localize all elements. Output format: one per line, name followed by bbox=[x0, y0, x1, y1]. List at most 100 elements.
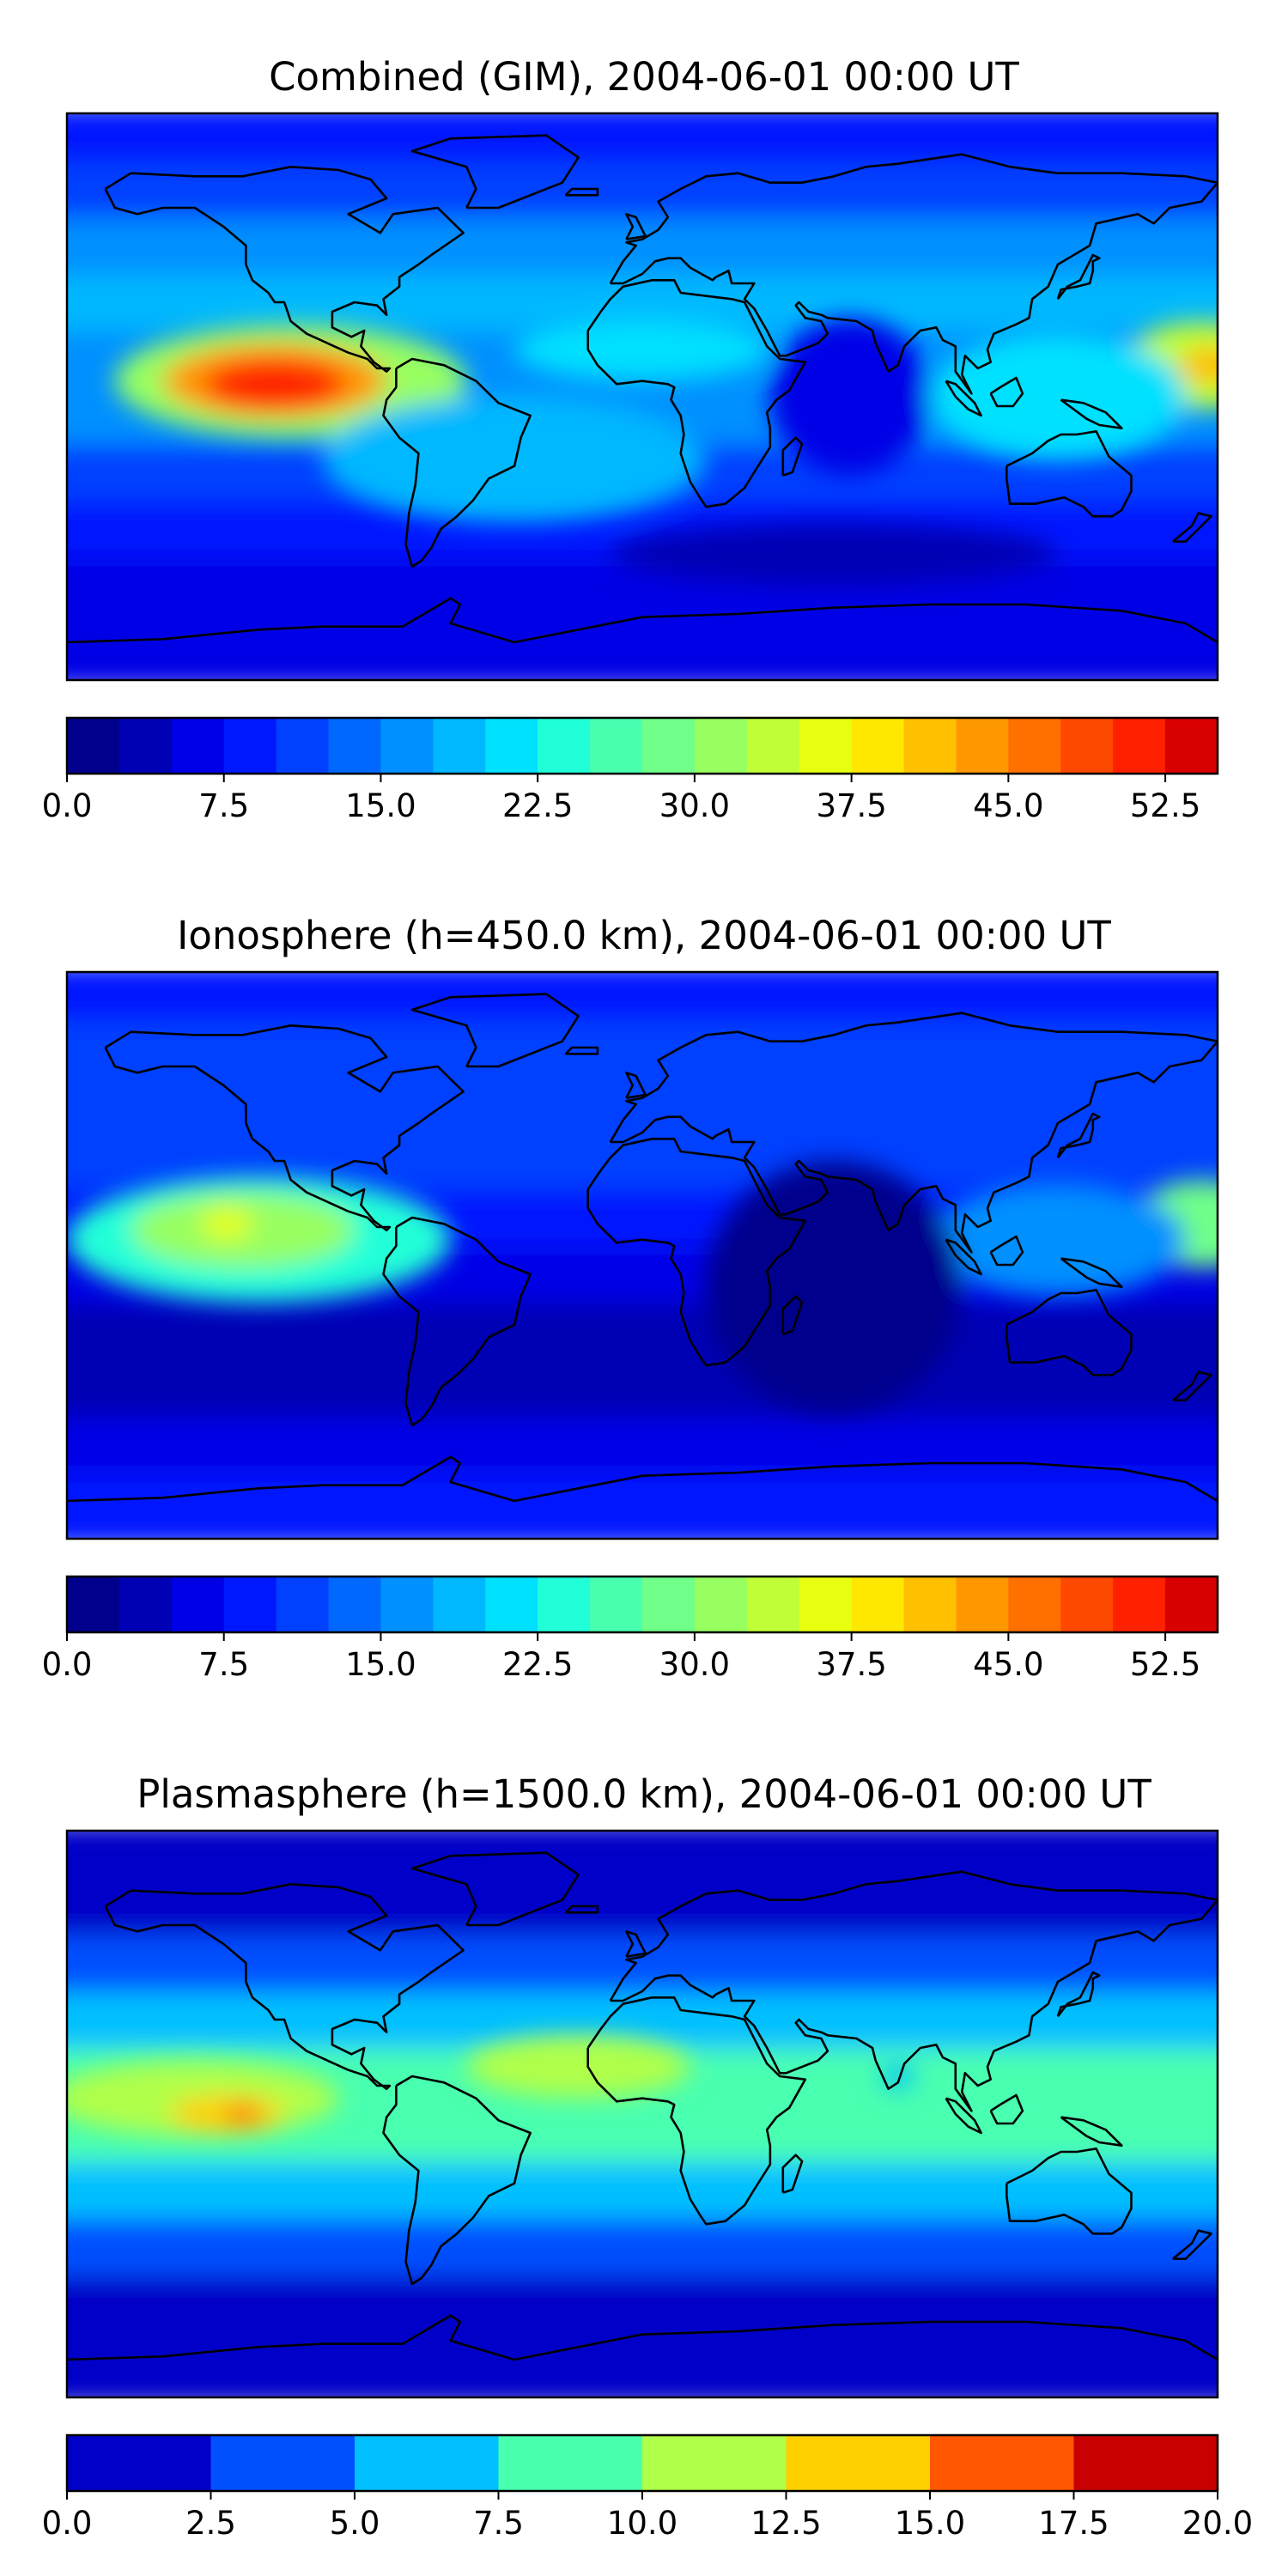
field-contour bbox=[706, 1161, 963, 1413]
field-contour bbox=[769, 318, 930, 476]
colorbar-swatch bbox=[642, 2435, 787, 2491]
colorbar-tick-label: 30.0 bbox=[659, 1646, 730, 1683]
colorbar-swatch bbox=[433, 1577, 486, 1632]
coastline bbox=[781, 1295, 804, 1335]
coastline bbox=[1005, 1289, 1133, 1376]
map-area bbox=[67, 113, 1218, 680]
coastline bbox=[989, 2093, 1024, 2125]
colorbar-swatch bbox=[746, 718, 800, 774]
colorbar-swatch bbox=[380, 718, 434, 774]
colorbar-swatch bbox=[642, 718, 696, 774]
coastline bbox=[1056, 1112, 1101, 1159]
coastline bbox=[67, 1455, 1218, 1503]
colorbar-swatch bbox=[1008, 1577, 1061, 1632]
coastline bbox=[67, 597, 1218, 644]
colorbar-swatch bbox=[746, 1577, 800, 1632]
map-frame bbox=[65, 1829, 1219, 2399]
colorbar-swatch bbox=[930, 2435, 1074, 2491]
coastline bbox=[410, 993, 580, 1068]
coastline bbox=[382, 1216, 532, 1427]
colorbar-swatch bbox=[1113, 718, 1166, 774]
field-contour bbox=[930, 1182, 1186, 1297]
colorbar-tick-label: 0.0 bbox=[42, 1646, 93, 1683]
colorbar-swatch bbox=[1113, 1577, 1166, 1632]
field-contour bbox=[514, 318, 770, 381]
coastline bbox=[1060, 398, 1123, 429]
colorbar-swatch bbox=[67, 2435, 211, 2491]
coastline bbox=[564, 1905, 599, 1914]
coastline bbox=[1056, 253, 1101, 301]
coastline bbox=[1056, 1971, 1101, 2018]
coastline bbox=[1172, 512, 1212, 543]
coastline bbox=[1172, 2229, 1212, 2260]
colorbar-tick-label: 37.5 bbox=[816, 787, 886, 824]
coastline bbox=[104, 166, 465, 373]
coastline bbox=[625, 1072, 647, 1099]
coastline bbox=[625, 213, 647, 240]
coastline bbox=[945, 2097, 982, 2135]
colorbar-swatch bbox=[642, 1577, 696, 1632]
field-contour bbox=[227, 2105, 259, 2123]
coastline bbox=[609, 1012, 1218, 1254]
colorbar-swatch bbox=[851, 718, 905, 774]
colorbar-swatch bbox=[903, 718, 957, 774]
field-contour bbox=[882, 2063, 914, 2089]
colorbar-swatch bbox=[171, 1577, 225, 1632]
colorbar-swatch bbox=[1073, 2435, 1218, 2491]
colorbar-swatch bbox=[1165, 1577, 1218, 1632]
colorbar-tick-label: 15.0 bbox=[895, 2505, 965, 2542]
colorbar-swatch bbox=[851, 1577, 905, 1632]
field-contour bbox=[169, 2095, 285, 2133]
field-contour bbox=[1179, 346, 1218, 385]
colorbar-tick-label: 5.0 bbox=[330, 2505, 380, 2542]
colorbar-swatch bbox=[799, 1577, 853, 1632]
background-band bbox=[67, 1473, 1218, 1539]
field-contour bbox=[610, 522, 1058, 586]
map-area bbox=[67, 1831, 1218, 2397]
colorbar-swatch bbox=[786, 2435, 931, 2491]
colorbar-swatch bbox=[223, 1577, 277, 1632]
coastline bbox=[564, 1046, 599, 1055]
colorbar-swatch bbox=[118, 1577, 173, 1632]
map-frame bbox=[65, 112, 1219, 682]
coastline bbox=[1005, 430, 1133, 518]
colorbar-tick-label: 37.5 bbox=[816, 1646, 886, 1683]
colorbar: 0.0 7.5 15.0 22.5 30.0 37.5 45.0 52.5 bbox=[42, 716, 1219, 824]
colorbar-tick-label: 7.5 bbox=[198, 787, 249, 824]
colorbar-swatch bbox=[210, 2435, 355, 2491]
colorbar-swatch bbox=[538, 718, 591, 774]
colorbar-swatch bbox=[67, 718, 120, 774]
colorbar-swatch bbox=[485, 1577, 538, 1632]
colorbar-swatch bbox=[956, 718, 1009, 774]
colorbar-swatch bbox=[799, 718, 853, 774]
coastline bbox=[781, 436, 804, 477]
background-band bbox=[67, 615, 1218, 680]
colorbar-swatch bbox=[1165, 718, 1218, 774]
colorbar: 0.0 2.5 5.0 7.5 10.0 12.5 15.0 17.5 20.0 bbox=[42, 2433, 1253, 2542]
colorbar-swatch bbox=[355, 2435, 499, 2491]
coastline bbox=[1060, 2116, 1123, 2147]
colorbar: 0.0 7.5 15.0 22.5 30.0 37.5 45.0 52.5 bbox=[42, 1575, 1219, 1683]
plasmasphere-chart: 0.0 2.5 5.0 7.5 10.0 12.5 15.0 17.5 20.0 bbox=[42, 1829, 1253, 2542]
coastline bbox=[989, 1235, 1024, 1267]
colorbar-swatch bbox=[67, 1577, 120, 1632]
coastlines bbox=[67, 134, 1218, 644]
colorbar-swatch bbox=[276, 1577, 330, 1632]
colorbar-swatch bbox=[694, 1577, 748, 1632]
colorbar-swatch bbox=[485, 718, 538, 774]
colorbar-swatch bbox=[1060, 718, 1114, 774]
field-contour bbox=[201, 1208, 252, 1240]
colorbar-swatch bbox=[498, 2435, 643, 2491]
coastline bbox=[781, 2154, 804, 2194]
colorbar-swatch bbox=[694, 718, 748, 774]
coastline bbox=[586, 1996, 807, 2226]
colorbar-tick-label: 15.0 bbox=[345, 787, 416, 824]
colorbar-swatch bbox=[956, 1577, 1009, 1632]
colorbar-tick-label: 52.5 bbox=[1130, 1646, 1200, 1683]
coastline bbox=[67, 2314, 1218, 2361]
coastlines bbox=[67, 1851, 1218, 2361]
colorbar-tick-label: 45.0 bbox=[973, 787, 1043, 824]
ionosphere-chart: 0.0 7.5 15.0 22.5 30.0 37.5 45.0 52.5 bbox=[42, 970, 1219, 1683]
ionosphere-panel: Ionosphere (h=450.0 km), 2004-06-01 00:0… bbox=[0, 859, 1288, 1717]
coastline bbox=[1060, 1257, 1123, 1288]
